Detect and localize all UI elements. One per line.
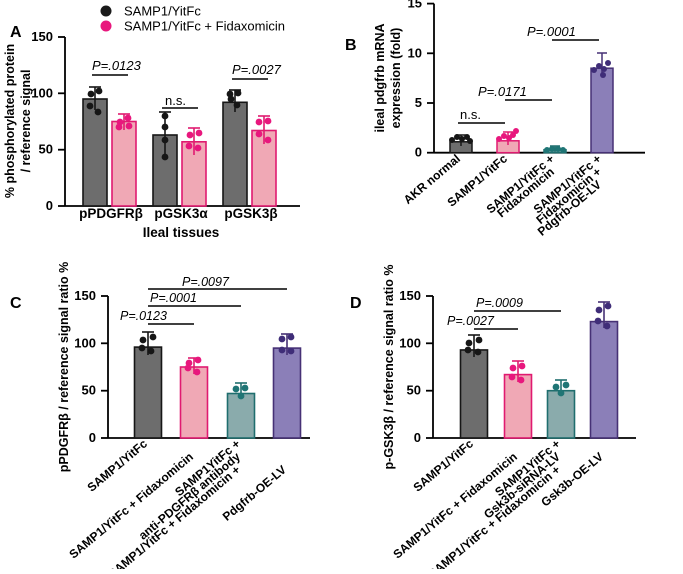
svg-text:50: 50: [82, 383, 96, 398]
svg-text:P=.0009: P=.0009: [476, 296, 523, 310]
svg-text:P=.0027: P=.0027: [447, 314, 495, 328]
svg-text:ileal pdgfrb mRNA: ileal pdgfrb mRNA: [373, 23, 387, 132]
svg-text:pPDGFRβ / reference signal rat: pPDGFRβ / reference signal ratio %: [57, 262, 71, 472]
svg-text:P=.0001: P=.0001: [527, 24, 576, 39]
svg-text:5: 5: [415, 95, 422, 110]
svg-text:0: 0: [89, 430, 96, 445]
svg-text:n.s.: n.s.: [460, 107, 481, 122]
svg-text:0: 0: [414, 430, 421, 445]
svg-text:D: D: [350, 295, 362, 312]
svg-text:p-GSK3β / reference signal rat: p-GSK3β / reference signal ratio %: [382, 265, 396, 470]
svg-text:15: 15: [408, 0, 422, 11]
svg-text:P=.0171: P=.0171: [478, 84, 527, 99]
svg-text:150: 150: [31, 29, 53, 44]
svg-text:50: 50: [407, 383, 421, 398]
svg-text:SAMP1/YitFc + Fidaxomicin: SAMP1/YitFc + Fidaxomicin: [124, 19, 285, 34]
svg-text:P=.0097: P=.0097: [182, 275, 230, 289]
svg-text:% phosphorylated protein: % phosphorylated protein: [3, 44, 17, 198]
svg-text:SAMP1/YitFc: SAMP1/YitFc: [124, 4, 201, 19]
svg-text:P=.0123: P=.0123: [120, 309, 167, 323]
svg-text:150: 150: [399, 288, 421, 303]
svg-text:100: 100: [74, 335, 96, 350]
svg-text:0: 0: [46, 198, 53, 213]
svg-text:pGSK3α: pGSK3α: [154, 206, 208, 221]
svg-text:n.s.: n.s.: [165, 93, 186, 108]
svg-text:A: A: [10, 24, 22, 41]
svg-text:expression (fold): expression (fold): [389, 28, 403, 129]
svg-text:50: 50: [39, 142, 53, 157]
svg-text:0: 0: [415, 145, 422, 160]
svg-text:100: 100: [31, 85, 53, 100]
svg-text:C: C: [10, 295, 22, 312]
svg-text:P=.0001: P=.0001: [150, 291, 197, 305]
svg-text:10: 10: [408, 45, 422, 60]
svg-text:pPDGFRβ: pPDGFRβ: [79, 206, 143, 221]
svg-text:P=.0123: P=.0123: [92, 58, 142, 73]
svg-text:150: 150: [74, 288, 96, 303]
svg-text:100: 100: [399, 335, 421, 350]
svg-text:Ileal tissues: Ileal tissues: [143, 225, 220, 240]
svg-text:P=.0027: P=.0027: [232, 62, 282, 77]
svg-text:pGSK3β: pGSK3β: [224, 206, 277, 221]
svg-text:/ reference signal: / reference signal: [19, 70, 33, 173]
svg-text:B: B: [345, 37, 357, 54]
